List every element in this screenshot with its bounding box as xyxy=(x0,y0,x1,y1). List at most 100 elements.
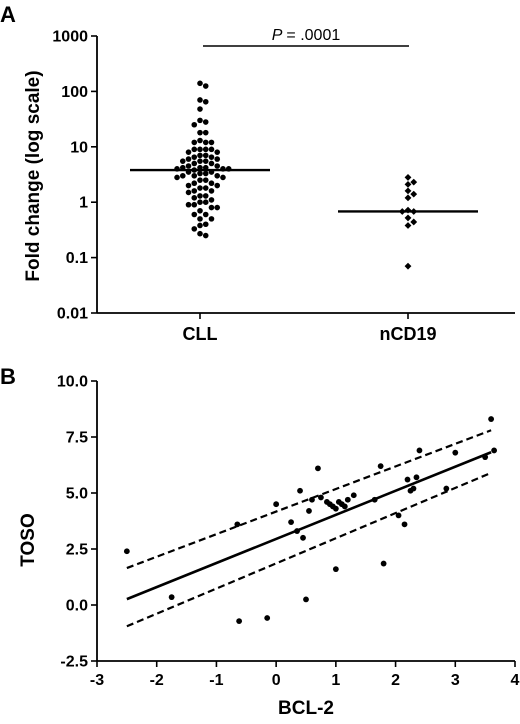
cll-point xyxy=(202,177,209,183)
scatter-point xyxy=(491,447,497,454)
scatter-point xyxy=(123,548,130,555)
cll-point xyxy=(197,185,203,191)
cll-point xyxy=(191,121,198,128)
panel-a-medians xyxy=(130,168,478,213)
cll-point xyxy=(179,172,186,179)
cll-point xyxy=(191,226,198,232)
cll-point xyxy=(214,204,221,211)
cll-point xyxy=(191,154,198,160)
cll-point xyxy=(197,97,203,103)
cll-point xyxy=(197,199,203,205)
scatter-point xyxy=(168,594,175,601)
cll-point xyxy=(208,188,215,194)
ncd19-point xyxy=(404,187,412,195)
panel-b: B 10.07.55.02.50.0-2.5 -3 -2 -1 0 1 2 3 4 TOSO … xyxy=(0,364,520,719)
panel-a-annotation: P = .0001 xyxy=(203,27,409,47)
cll-point xyxy=(185,189,192,196)
cll-point xyxy=(191,146,198,153)
cll-point xyxy=(202,119,209,125)
panel-b-x-tick-label: 1 xyxy=(331,672,340,689)
panel-a: A 1000 100 10 1 0.1 0.01 CLL nCD19 P = .0001 Fo… xyxy=(0,2,515,344)
panel-a-y-tick-label: 10 xyxy=(70,139,88,156)
scatter-point xyxy=(452,449,459,456)
panel-b-y-tick-label: 5.0 xyxy=(66,486,88,503)
ncd19-point xyxy=(404,206,412,214)
cll-point xyxy=(214,172,221,179)
cll-point xyxy=(208,154,215,160)
scatter-point xyxy=(410,485,417,492)
scatter-point xyxy=(371,496,378,503)
scatter-point xyxy=(404,476,411,483)
cll-point xyxy=(197,129,203,136)
cll-point xyxy=(202,185,209,191)
cll-point xyxy=(208,216,215,222)
panel-a-y-tick-label: 1 xyxy=(79,195,88,212)
panel-a-y-tick-label: 100 xyxy=(61,84,88,101)
cll-point xyxy=(197,117,203,124)
scatter-point xyxy=(380,560,387,567)
panel-a-y-tick-label: 0.1 xyxy=(66,250,88,267)
cll-point xyxy=(191,172,198,179)
cll-point xyxy=(208,197,215,203)
cll-point xyxy=(197,137,203,144)
scatter-point xyxy=(488,416,495,422)
scatter-point xyxy=(273,501,280,508)
ncd19-point xyxy=(404,262,412,270)
cll-point xyxy=(214,149,221,155)
panel-a-axes xyxy=(96,36,515,314)
scatter-point xyxy=(309,496,315,503)
panel-a-y-ticks: 1000 100 10 1 0.1 0.01 xyxy=(52,29,97,323)
cll-point xyxy=(191,195,198,201)
cll-point xyxy=(197,106,203,112)
scatter-point xyxy=(482,454,489,461)
panel-b-y-axis-title: TOSO xyxy=(18,513,39,567)
ncd19-point xyxy=(404,194,412,202)
cll-point xyxy=(191,201,198,208)
cll-point xyxy=(202,98,209,105)
panel-b-x-axis-title: BCL-2 xyxy=(278,698,334,719)
panel-b-x-tick-label: -1 xyxy=(209,672,223,689)
p-value-label: P = .0001 xyxy=(272,27,341,44)
cll-point xyxy=(214,156,221,162)
confidence-band-upper xyxy=(126,429,492,570)
panel-b-x-tick-label: 0 xyxy=(272,672,281,689)
panel-b-y-tick-label: 0.0 xyxy=(66,598,88,615)
cll-point xyxy=(208,160,215,167)
scatter-point xyxy=(341,503,348,510)
scatter-point xyxy=(236,618,243,625)
cll-point xyxy=(179,158,186,164)
cll-point xyxy=(208,180,215,187)
cll-point xyxy=(197,177,203,183)
cll-point xyxy=(185,149,192,155)
confidence-band-lower xyxy=(126,471,492,628)
cll-point xyxy=(197,152,203,159)
scatter-point xyxy=(300,534,306,541)
cll-point xyxy=(202,158,209,164)
cll-point xyxy=(202,152,209,159)
cll-point xyxy=(220,174,226,181)
panel-b-y-ticks: 10.0 7.5 5.0 2.5 0.0 -2.5 xyxy=(57,374,97,671)
panel-b-y-tick-label: 2.5 xyxy=(66,542,88,559)
cll-point xyxy=(202,199,209,205)
cll-point xyxy=(197,80,203,87)
cll-point xyxy=(197,207,203,214)
cll-point xyxy=(214,163,221,169)
panel-a-categories: CLL nCD19 xyxy=(183,313,437,344)
cll-point xyxy=(208,204,215,211)
cll-point xyxy=(202,193,209,199)
panel-b-regression xyxy=(126,429,492,628)
cll-point xyxy=(185,156,192,162)
panel-b-x-tick-label: 3 xyxy=(451,672,460,689)
cll-point xyxy=(174,174,180,181)
ncd19-point xyxy=(410,218,418,226)
ncd19-point xyxy=(404,174,412,181)
cll-point xyxy=(191,180,198,187)
scatter-point xyxy=(315,465,321,472)
panel-b-x-ticks: -3 -2 -1 0 1 2 3 4 xyxy=(90,661,520,689)
scatter-point xyxy=(288,519,294,526)
scatter-point xyxy=(318,494,324,501)
cll-point xyxy=(208,139,215,146)
panel-a-category-label: nCD19 xyxy=(379,324,436,344)
cll-point xyxy=(185,182,192,189)
